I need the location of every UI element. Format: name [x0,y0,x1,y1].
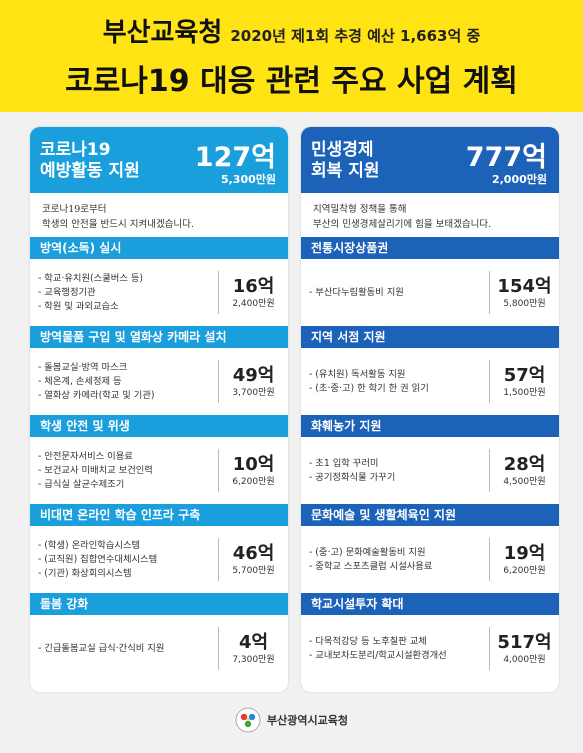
section-body: - 초1 입학 꾸러미 - 공기정화식물 가꾸기 28억 4,500만원 [301,437,559,504]
divider [489,360,490,403]
column-header: 코로나19 예방활동 지원 127억 5,300만원 [30,127,288,193]
divider [218,271,219,314]
section-amount-sub: 6,200만원 [232,476,275,487]
section-amount: 28억 [503,453,546,475]
section-title: 방역(소독) 실시 [30,237,288,259]
list-item: - 초1 입학 꾸러미 [309,457,379,469]
list-item: - 공기정화식물 가꾸기 [309,471,396,483]
divider [218,538,219,581]
footer-org: 부산광역시교육청 [267,714,348,727]
divider [489,538,490,581]
list-item: - (중·고) 문화예술활동비 지원 [309,546,426,558]
section-title: 전통시장상품권 [301,237,559,259]
section-amount-sub: 5,700만원 [232,565,275,576]
list-item: - 열화상 카메라(학교 및 기관) [38,389,155,401]
busan-education-logo-icon [235,707,261,733]
section-title: 비대면 온라인 학습 인프라 구축 [30,504,288,526]
list-item: - 교내보차도분리/학교시설환경개선 [309,649,447,661]
list-item: - 급식실 살균수제조기 [38,478,125,490]
section-amount-sub: 3,700만원 [232,387,275,398]
list-item: - 학교·유치원(스쿨버스 등) [38,272,144,284]
column-title: 민생경제 회복 지원 [311,140,380,181]
column-header: 민생경제 회복 지원 777억 2,000만원 [301,127,559,193]
list-item: - 체온계, 손세정제 등 [38,375,122,387]
column-amount-sub: 5,300만원 [220,173,276,186]
divider [218,627,219,670]
list-item: - 안전문자서비스 이용료 [38,450,133,462]
list-item: - (기관) 화상회의시스템 [38,567,132,579]
section-amount-sub: 4,000만원 [503,654,546,665]
column-intro: 코로나19로부터 학생의 안전을 반드시 지켜내겠습니다. [42,204,194,230]
list-item: - (학생) 온라인학습시스템 [38,539,141,551]
section-amount: 57억 [503,364,546,386]
economy-recovery-column: 민생경제 회복 지원 777억 2,000만원 지역밀착형 정책을 통해 부산의… [301,127,559,692]
section-amount-sub: 4,500만원 [503,476,546,487]
section-body: - 부산다누림활동비 지원 154억 5,800만원 [301,259,559,326]
page-title: 코로나19 대응 관련 주요 사업 계획 [65,64,518,99]
list-item: - 교육행정기관 [38,286,96,298]
footer: 부산광역시교육청 [0,700,583,740]
divider [218,449,219,492]
section-body: - 안전문자서비스 이용료 - 보건교사 미배치교 보건인력 - 급식실 살균수… [30,437,288,504]
section-title: 화훼농가 지원 [301,415,559,437]
section-title: 돌봄 강화 [30,593,288,615]
section-title: 방역물품 구입 및 열화상 카메라 설치 [30,326,288,348]
covid-prevention-column: 코로나19 예방활동 지원 127억 5,300만원 코로나19로부터 학생의 … [30,127,288,692]
header-banner: 부산교육청 2020년 제1회 추경 예산 1,663억 중 코로나19 대응 관… [0,0,583,112]
section-body: - 학교·유치원(스쿨버스 등) - 교육행정기관 - 학원 및 과외교습소 1… [30,259,288,326]
column-intro: 지역밀착형 정책을 통해 부산의 민생경제살리기에 힘을 보태겠습니다. [313,204,492,230]
section-amount: 154억 [497,275,552,297]
section-body: - (중·고) 문화예술활동비 지원 - 중학교 스포츠클럽 시설사용료 19억… [301,526,559,593]
header-subtitle: 2020년 제1회 추경 예산 1,663억 중 [230,27,481,45]
section-title: 학생 안전 및 위생 [30,415,288,437]
section-body: - 긴급돌봄교실 급식·간식비 지원 4억 7,300만원 [30,615,288,682]
section-body: - 다목적강당 등 노후칠판 교체 - 교내보차도분리/학교시설환경개선 517… [301,615,559,682]
section-body: - (유치원) 독서활동 지원 - (초·중·고) 한 학기 한 권 읽기 57… [301,348,559,415]
section-title: 지역 서점 지원 [301,326,559,348]
section-amount-sub: 6,200만원 [503,565,546,576]
column-amount-sub: 2,000만원 [491,173,547,186]
list-item: - 다목적강당 등 노후칠판 교체 [309,635,427,647]
section-amount: 4억 [238,631,269,653]
list-item: - (유치원) 독서활동 지원 [309,368,406,380]
header-org: 부산교육청 [102,18,223,48]
section-amount: 19억 [503,542,546,564]
list-item: - 중학교 스포츠클럽 시설사용료 [309,560,433,572]
section-amount-sub: 2,400만원 [232,298,275,309]
section-amount: 10억 [232,453,275,475]
header-line1: 부산교육청 2020년 제1회 추경 예산 1,663억 중 [0,12,583,49]
section-body: - (학생) 온라인학습시스템 - (교직원) 집합연수대체시스템 - (기관)… [30,526,288,593]
section-title: 문화예술 및 생활체육인 지원 [301,504,559,526]
list-item: - (교직원) 집합연수대체시스템 [38,553,158,565]
divider [218,360,219,403]
list-item: - 돌봄교실·방역 마스크 [38,361,128,373]
list-item: - (초·중·고) 한 학기 한 권 읽기 [309,382,429,394]
list-item: - 긴급돌봄교실 급식·간식비 지원 [38,642,165,654]
section-amount-sub: 1,500만원 [503,387,546,398]
section-amount-sub: 5,800만원 [503,298,546,309]
section-amount: 46억 [232,542,275,564]
column-amount: 127억 [194,142,276,173]
section-title: 학교시설투자 확대 [301,593,559,615]
section-amount: 16억 [232,275,275,297]
section-amount: 517억 [497,631,552,653]
section-amount: 49억 [232,364,275,386]
column-title: 코로나19 예방활동 지원 [40,140,140,181]
list-item: - 보건교사 미배치교 보건인력 [38,464,153,476]
section-amount-sub: 7,300만원 [232,654,275,665]
section-body: - 돌봄교실·방역 마스크 - 체온계, 손세정제 등 - 열화상 카메라(학교… [30,348,288,415]
divider [489,449,490,492]
divider [489,271,490,314]
divider [489,627,490,670]
list-item: - 부산다누림활동비 지원 [309,286,404,298]
column-amount: 777억 [465,142,547,173]
list-item: - 학원 및 과외교습소 [38,300,119,312]
